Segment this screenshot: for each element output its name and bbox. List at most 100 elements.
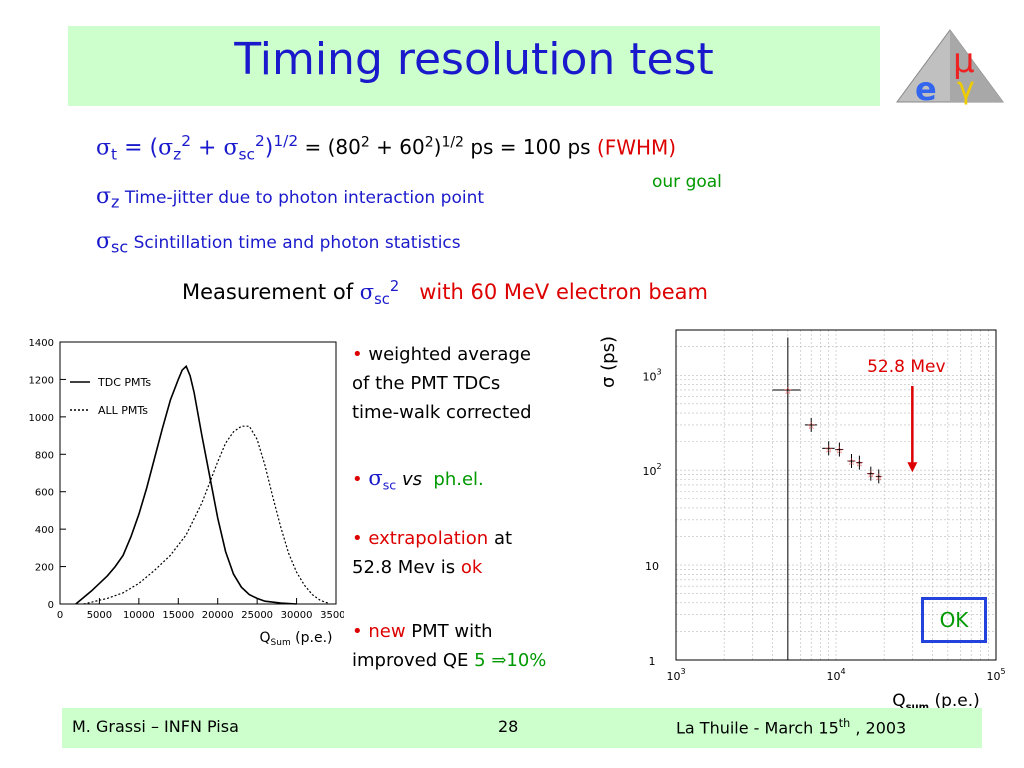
hist-y-tick-label: 1200	[29, 375, 54, 386]
sigma-symbol: σ	[368, 466, 383, 490]
plot-x-tick-label: 105	[986, 667, 1005, 683]
bullet-4-line-2: improved QE	[352, 650, 475, 671]
plot-y-tick-label: 1	[649, 655, 656, 668]
beam-text: with 60 MeV electron beam	[419, 280, 708, 304]
sigma-symbol: σ	[359, 280, 375, 304]
footer-venue-a: La Thuile - March 15	[676, 718, 839, 738]
formula-rhs: = (802 + 602)1/2 ps = 100 ps	[298, 134, 597, 160]
sub-sc: sc	[111, 237, 129, 257]
plot-y-tick-exp: 3	[656, 367, 661, 376]
hist-x-tick-label: 15000	[162, 610, 194, 621]
hist-y-tick-label: 1400	[29, 338, 54, 349]
legend-label: ALL PMTs	[98, 404, 148, 417]
rhs-b: + 60	[369, 135, 425, 160]
hist-frame	[59, 341, 337, 605]
bullet-4: • new PMT with improved QE 5 ⇒10%	[352, 617, 546, 675]
sup-two: 2	[181, 132, 192, 150]
sub-z: z	[111, 192, 120, 212]
sub-sc: sc	[238, 145, 255, 164]
formula-line: σt = (σz2 + σsc2)1/2 = (802 + 602)1/2 ps…	[96, 132, 676, 164]
bullet-dot: •	[352, 344, 363, 365]
phel-label: ph.el.	[433, 469, 484, 490]
implies-arrow: ⇒	[491, 650, 507, 671]
formula-plus: +	[191, 135, 224, 161]
bullet-3-line-2: 52.8 Mev is	[352, 557, 461, 578]
hist-y-tick-label: 800	[35, 450, 54, 461]
sup-half: 1/2	[441, 134, 464, 151]
sub-sc: sc	[382, 477, 397, 493]
hist-y-tick-label: 400	[35, 525, 54, 536]
bullet-1: • weighted average of the PMT TDCs time-…	[352, 340, 532, 427]
sigma-symbol: σ	[96, 229, 112, 254]
plot-y-tick-label: 102	[642, 462, 661, 478]
bullet-1-line-3: time-walk corrected	[352, 402, 532, 423]
sup-two: 2	[254, 132, 265, 150]
plot-xlabel-sub: sum	[906, 702, 930, 708]
plot-x-tick-label: 104	[826, 667, 845, 683]
plot-y-axis-label: σ (ps)	[598, 336, 619, 388]
data-point: ☆	[847, 457, 856, 468]
sigma-sc-description: Scintillation time and photon statistics	[133, 233, 461, 253]
xlabel-unit: (p.e.)	[291, 630, 333, 646]
sigma-sc-line: σsc Scintillation time and photon statis…	[96, 229, 461, 256]
data-point: ☆	[783, 386, 792, 397]
hist-x-tick-label: 20000	[202, 610, 234, 621]
bullet-dot: •	[352, 528, 363, 549]
ok-word: ok	[460, 557, 483, 578]
meg-logo: μ e γ	[896, 29, 1004, 108]
footer-venue-b: , 2003	[850, 718, 907, 738]
our-goal-label: our goal	[652, 172, 722, 192]
hist-x-tick-label: 10000	[123, 610, 155, 621]
at-label: at	[488, 528, 513, 549]
pmt-with-label: PMT with	[405, 621, 493, 642]
sup-two: 2	[360, 134, 370, 151]
measurement-line: Measurement of σsc2 with 60 MeV electron…	[182, 278, 708, 308]
logo-mu: μ	[953, 41, 975, 81]
qe-five: 5	[474, 650, 492, 671]
bullet-3: • extrapolation at 52.8 Mev is ok	[352, 524, 512, 582]
hist-x-tick-label: 5000	[87, 610, 112, 621]
hist-x-tick-label: 25000	[241, 610, 273, 621]
sub-sc: sc	[374, 291, 390, 309]
hist-x-tick-label: 35000	[320, 610, 344, 621]
formula-close: )	[264, 135, 274, 161]
plot-y-tick-label: 10	[645, 560, 659, 573]
ok-box: OK	[921, 597, 987, 643]
sigma-symbol: σ	[223, 135, 239, 161]
bullet-2: • σsc vs ph.el.	[352, 464, 484, 500]
qe-ten: 10%	[506, 650, 547, 671]
sigma-z-description: Time-jitter due to photon interaction po…	[124, 188, 485, 208]
annotation-52-8-mev: 52.8 Mev	[867, 357, 945, 377]
plot-x-tick-exp: 4	[840, 667, 845, 676]
logo-gamma: γ	[957, 71, 975, 106]
hist-y-tick-label: 600	[35, 488, 54, 499]
sigma-symbol: σ	[158, 135, 174, 161]
sigma-z-line: σz Time-jitter due to photon interaction…	[96, 184, 484, 211]
xlabel-sub: Sum	[271, 638, 291, 648]
footer-venue-th: th	[838, 717, 851, 730]
rhs-d: ps = 100 ps	[463, 135, 597, 160]
vs-label: vs	[401, 469, 422, 490]
series-line-all-pmts	[83, 425, 329, 605]
plot-xlabel-unit: (p.e.)	[929, 691, 980, 708]
hist-x-tick-label: 0	[57, 610, 63, 621]
plot-xlabel-main: Q	[892, 691, 905, 708]
data-point: ☆	[866, 470, 875, 481]
new-label: new	[368, 621, 406, 642]
sup-two: 2	[389, 278, 400, 295]
sub-z: z	[173, 145, 182, 164]
sigma-symbol: σ	[96, 184, 112, 209]
hist-x-axis-label: QSum (p.e.)	[260, 630, 333, 648]
hist-y-tick-label: 1000	[29, 413, 54, 424]
footer-venue: La Thuile - March 15th , 2003	[676, 717, 906, 737]
annotation-arrow-head	[907, 462, 918, 473]
bullet-dot: •	[352, 469, 363, 490]
data-point: ☆	[835, 446, 844, 457]
xlabel-main: Q	[260, 630, 271, 646]
sup-half: 1/2	[273, 132, 299, 150]
measurement-text: Measurement of	[182, 280, 360, 304]
hist-y-tick-label: 200	[35, 563, 54, 574]
plot-y-tick-label: 103	[642, 367, 661, 383]
logo-triangle-shade	[950, 30, 1003, 102]
